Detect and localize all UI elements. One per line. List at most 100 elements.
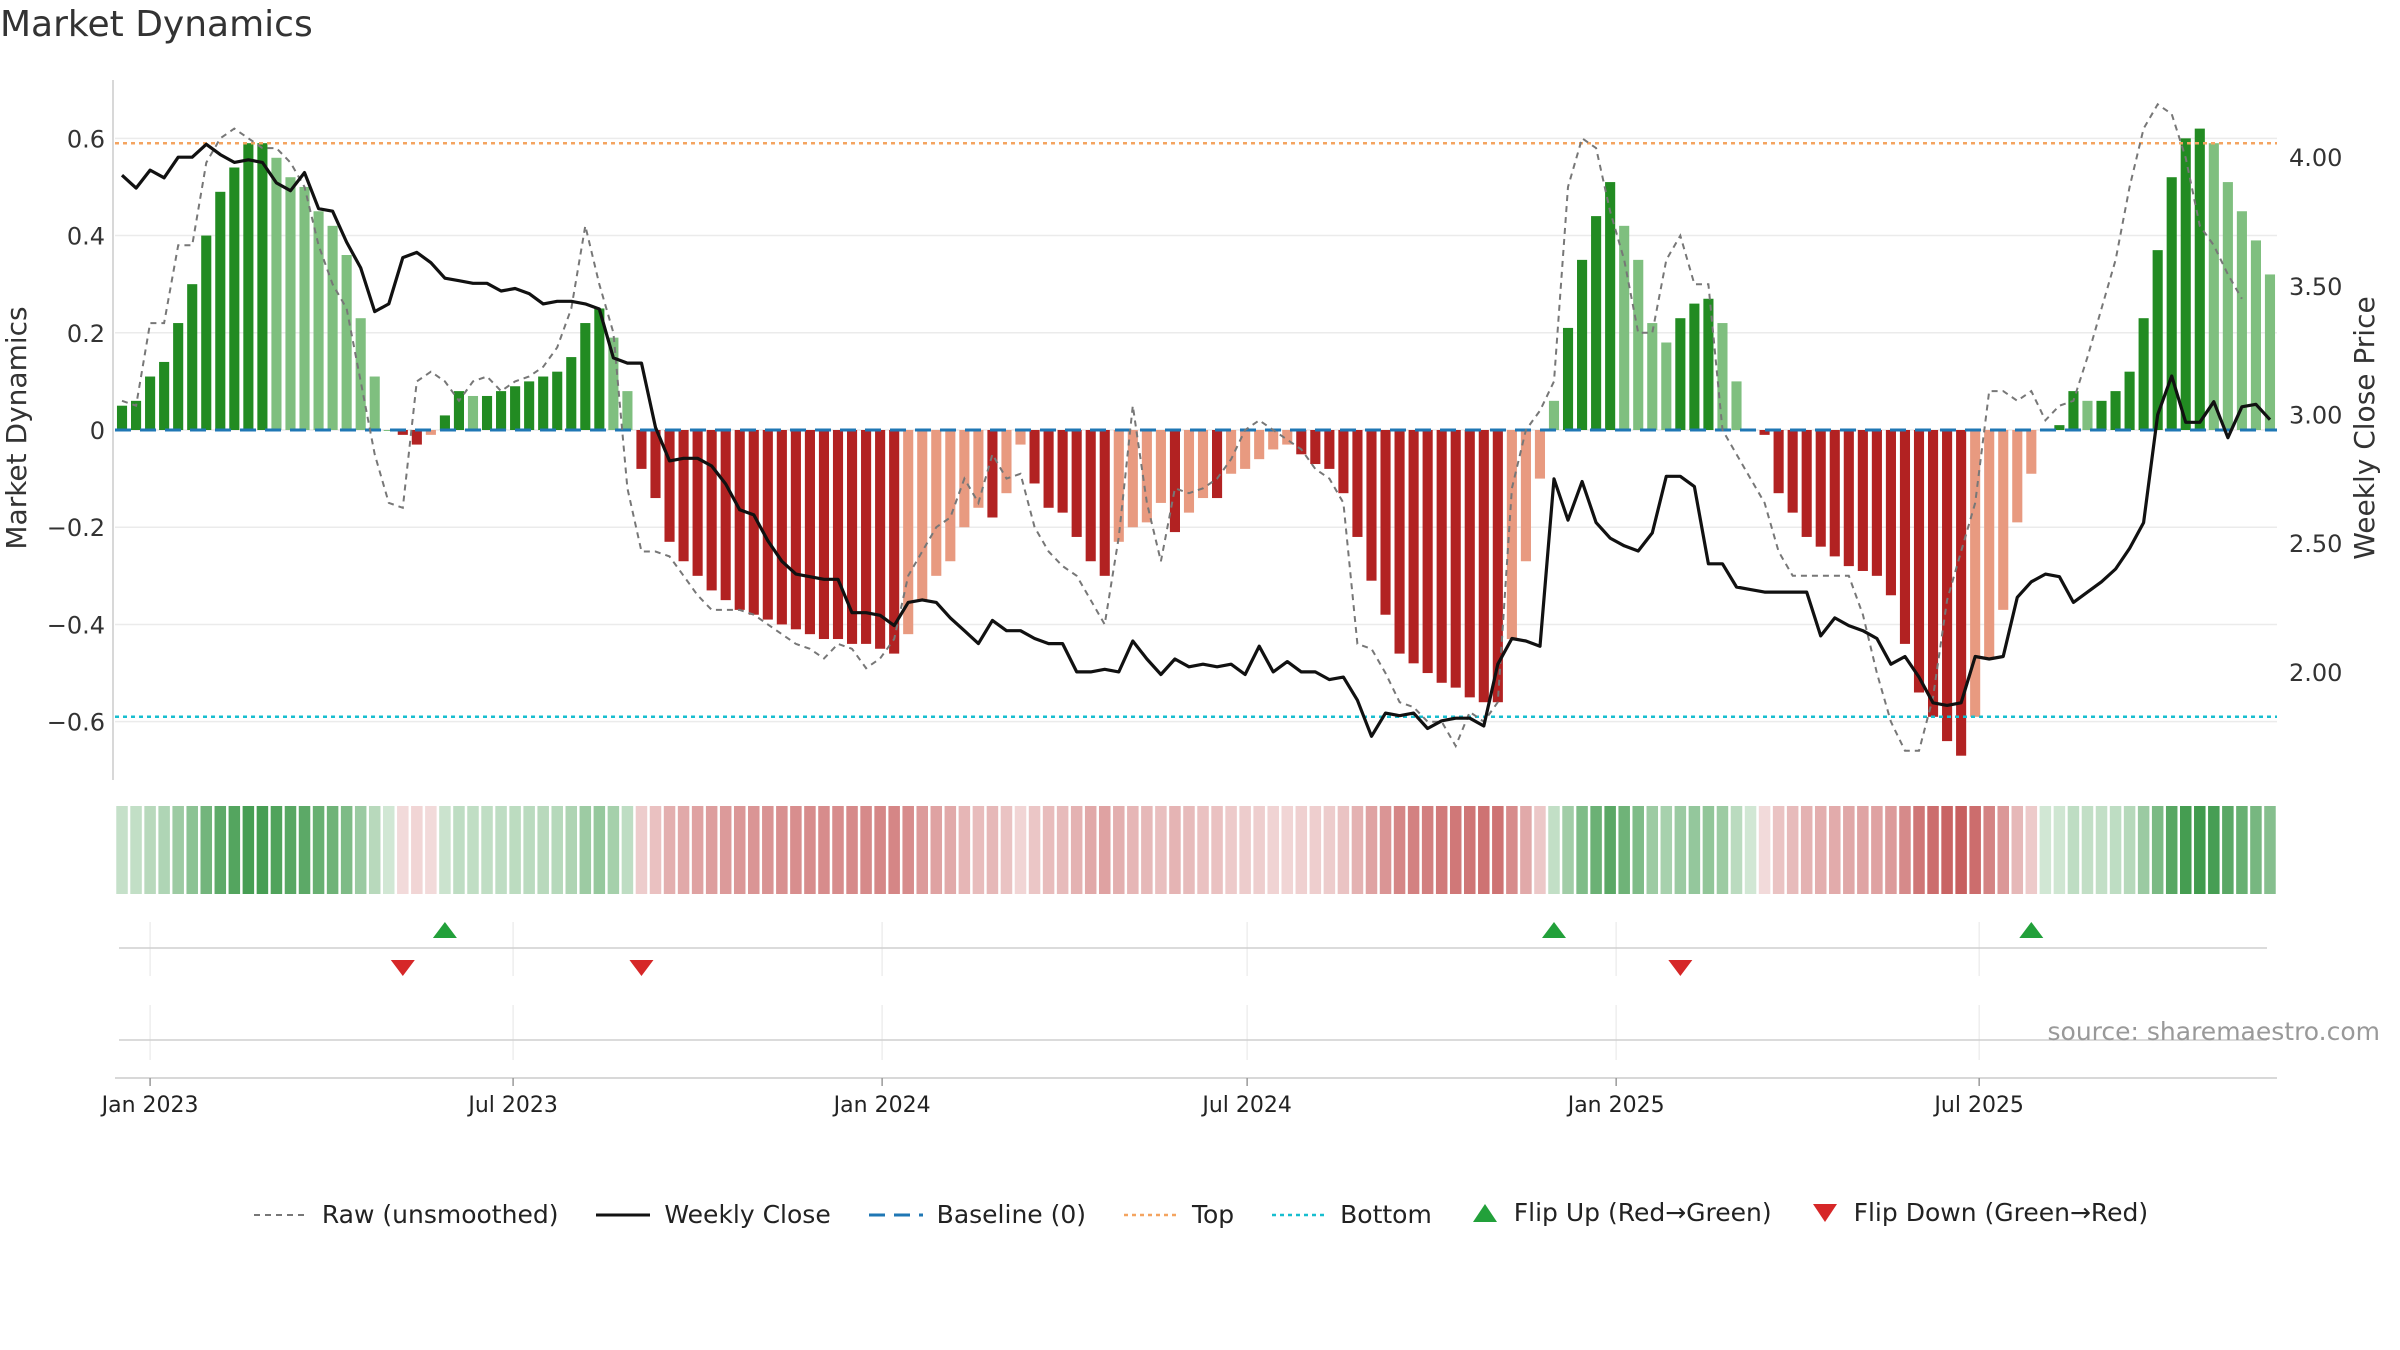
regime-cell [607, 806, 620, 894]
regime-cell [832, 806, 844, 894]
regime-cell [481, 806, 493, 894]
dynamics-bar [931, 430, 942, 576]
dynamics-bar [875, 430, 886, 649]
regime-cell [677, 806, 690, 894]
dynamics-bar [1212, 430, 1223, 499]
regime-cell [1899, 806, 1911, 894]
regime-cell [888, 806, 900, 894]
dynamics-bar [1464, 430, 1475, 698]
dynamics-bar [566, 357, 577, 430]
dynamics-bar [285, 177, 296, 430]
regime-cell [1239, 806, 1251, 894]
dynamics-bar [1324, 430, 1335, 469]
market-dynamics-bars [116, 128, 2276, 756]
regime-cell [1576, 806, 1588, 894]
regime-cell [1646, 806, 1659, 894]
regime-cell [1969, 806, 1981, 894]
regime-cell [551, 806, 563, 894]
dynamics-bar [1534, 430, 1546, 479]
regime-cell [1098, 806, 1111, 894]
legend-item-top: Top [1122, 1200, 1234, 1229]
regime-cell [691, 806, 704, 894]
right-axis: 4.00 3.50 3.00 2.50 2.00 [2289, 144, 2342, 687]
regime-cell [986, 806, 999, 894]
y-tick-label: 0 [90, 417, 105, 445]
regime-cell [2011, 806, 2024, 894]
dynamics-bar [2152, 250, 2163, 430]
regime-cell [354, 806, 367, 894]
regime-cell [2081, 806, 2094, 894]
legend-label: Raw (unsmoothed) [321, 1200, 559, 1229]
regime-cell [1800, 806, 1813, 894]
regime-cell [2208, 806, 2220, 894]
regime-cell [1843, 806, 1855, 894]
regime-cell [368, 806, 381, 894]
dynamics-bar [1155, 430, 1166, 503]
dynamics-bar [1113, 430, 1124, 542]
dynamics-bar [1015, 430, 1026, 445]
left-axis: 0.6 0.4 0.2 0 −0.2 −0.4 −0.6 [47, 80, 114, 780]
dynamics-bar [1857, 430, 1868, 571]
y-tick-label: 0.2 [67, 320, 105, 348]
regime-cell [467, 806, 479, 894]
dynamics-bar [159, 361, 170, 430]
regime-cell [1857, 806, 1869, 894]
dynamics-bar [481, 395, 493, 430]
y2-tick-label: 3.50 [2289, 273, 2342, 301]
dynamics-bar [257, 143, 268, 430]
dynamics-bar [2180, 138, 2191, 431]
regime-cell [593, 806, 606, 894]
y2-tick-label: 4.00 [2289, 144, 2342, 172]
regime-cell [1997, 806, 2009, 894]
dynamics-bar [678, 430, 689, 562]
triangle-down-icon [1812, 1203, 1837, 1222]
regime-cell [1042, 806, 1055, 894]
regime-cell [2137, 806, 2150, 894]
dynamics-bar [2166, 177, 2177, 430]
regime-cell [776, 806, 788, 894]
dynamics-bar [453, 391, 465, 430]
regime-cell [2095, 806, 2108, 894]
dynamics-bar [636, 430, 647, 469]
regime-cell [1562, 806, 1574, 894]
x-tick-label: Jan 2023 [100, 1093, 199, 1118]
regime-cell [663, 806, 676, 894]
dynamics-bar [987, 430, 998, 518]
dynamics-bar [1226, 430, 1237, 474]
regime-cell [2165, 806, 2178, 894]
dynamics-bar [1127, 430, 1138, 528]
dynamics-bar [1520, 430, 1531, 562]
regime-cell [1014, 806, 1027, 894]
regime-cell [1000, 806, 1013, 894]
regime-cell [383, 806, 395, 894]
regime-cell [1197, 806, 1209, 894]
regime-cell [1351, 806, 1364, 894]
dynamics-bar [1787, 430, 1798, 513]
dynamics-bar [973, 430, 984, 508]
dynamics-bar [1548, 400, 1560, 430]
regime-cell [874, 806, 886, 894]
regime-cell [958, 806, 971, 894]
dynamics-bar [467, 395, 479, 430]
regime-cell [1632, 806, 1644, 894]
dynamics-bar [1422, 430, 1433, 674]
dynamics-bar [2250, 240, 2261, 430]
dynamics-bar [271, 157, 282, 430]
regime-cell [2123, 806, 2136, 894]
y2-axis-label: Weekly Close Price [2348, 296, 2381, 559]
dynamics-bar [2222, 182, 2233, 430]
regime-cell [340, 806, 353, 894]
dynamics-bar [1057, 430, 1068, 513]
dynamics-bar [1169, 430, 1180, 533]
y-tick-label: −0.4 [47, 611, 105, 639]
regime-cell [326, 806, 339, 894]
dynamics-bar [2110, 391, 2121, 430]
regime-cell [818, 806, 830, 894]
regime-cell [748, 806, 760, 894]
dynamics-bar [341, 255, 352, 430]
regime-cell [425, 806, 437, 894]
regime-cell [790, 806, 802, 894]
regime-cell [1155, 806, 1167, 894]
dynamics-bar [706, 430, 717, 591]
